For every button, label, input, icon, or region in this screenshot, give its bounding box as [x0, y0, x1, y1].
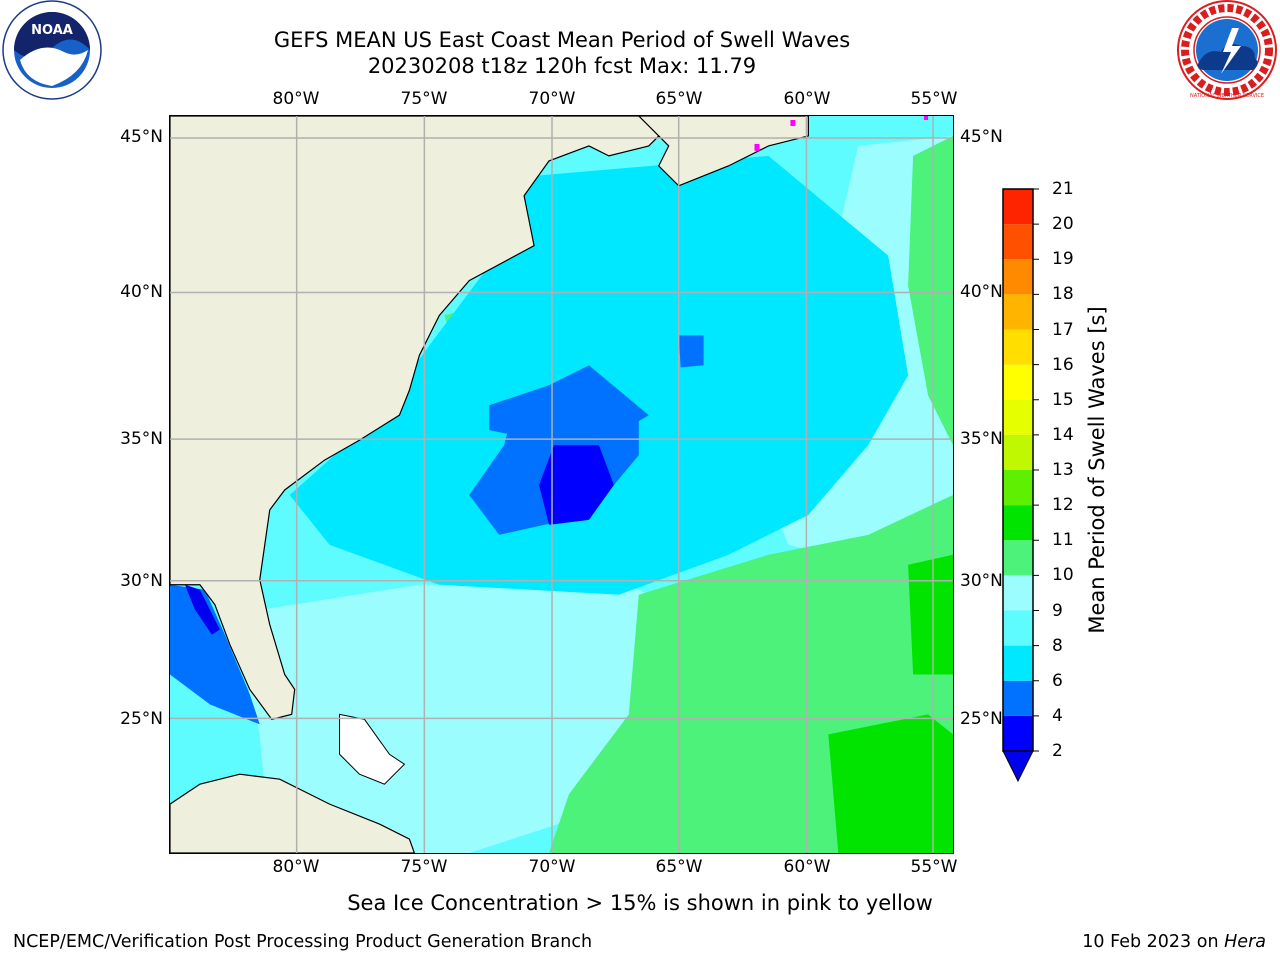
colorbar-label-4: 4	[1052, 706, 1063, 726]
colorbar-label-20: 20	[1052, 214, 1074, 234]
colorbar-segment	[1003, 259, 1033, 294]
colorbar-segment	[1003, 611, 1033, 646]
colorbar-segment	[1003, 189, 1033, 224]
swell-10-11s-southeast	[828, 714, 953, 853]
top-lon-label-55w: 55°W	[911, 89, 958, 109]
colorbar-label-21: 21	[1052, 179, 1074, 199]
noaa-logo-text: NOAA	[31, 23, 73, 38]
colorbar	[1003, 189, 1033, 781]
colorbar-segment	[1003, 224, 1033, 259]
colorbar-label-15: 15	[1052, 390, 1074, 410]
swell-period-map	[169, 115, 954, 854]
left-lat-label-45n: 45°N	[120, 127, 163, 147]
left-lat-label-30n: 30°N	[120, 571, 163, 591]
nws-logo: NATIONAL WEATHER SERVICE	[1177, 0, 1278, 101]
colorbar-label-2: 2	[1052, 741, 1063, 761]
right-lat-label-30n: 30°N	[960, 571, 1003, 591]
colorbar-segment	[1003, 681, 1033, 716]
colorbar-segment	[1003, 400, 1033, 435]
colorbar-segment	[1003, 330, 1033, 365]
top-lon-label-80w: 80°W	[273, 89, 320, 109]
top-lon-label-70w: 70°W	[529, 89, 576, 109]
footer-host: Hera	[1224, 932, 1266, 952]
sea-ice-note: Sea Ice Concentration > 15% is shown in …	[170, 891, 1110, 915]
sea-ice-marker	[755, 144, 760, 151]
colorbar-label-14: 14	[1052, 425, 1074, 445]
top-lon-label-60w: 60°W	[784, 89, 831, 109]
left-lat-label-25n: 25°N	[120, 709, 163, 729]
footer-date-text: 10 Feb 2023 on	[1082, 932, 1218, 952]
map-title-line-2: 20230208 t18z 120h fcst Max: 11.79	[170, 53, 954, 79]
top-lon-label-65w: 65°W	[656, 89, 703, 109]
swell-2-4s-patch	[679, 335, 704, 367]
sea-ice-marker	[924, 116, 928, 120]
colorbar-label-8: 8	[1052, 636, 1063, 656]
sea-ice-marker	[790, 120, 795, 126]
left-lat-label-40n: 40°N	[120, 282, 163, 302]
colorbar-label-18: 18	[1052, 284, 1074, 304]
colorbar-segment	[1003, 365, 1033, 400]
colorbar-segment	[1003, 435, 1033, 470]
colorbar-segment	[1003, 505, 1033, 540]
bottom-lon-label-60w: 60°W	[784, 857, 831, 877]
bottom-lon-label-80w: 80°W	[273, 857, 320, 877]
colorbar-segment	[1003, 646, 1033, 681]
nws-logo-text: NATIONAL WEATHER SERVICE	[1190, 93, 1264, 99]
colorbar-label-9: 9	[1052, 601, 1063, 621]
left-lat-label-35n: 35°N	[120, 429, 163, 449]
noaa-logo: NOAA	[2, 0, 102, 100]
footer-date: 10 Feb 2023 on Hera	[1082, 932, 1266, 952]
colorbar-segment	[1003, 575, 1033, 610]
right-lat-label-25n: 25°N	[960, 709, 1003, 729]
colorbar-segment	[1003, 540, 1033, 575]
colorbar-segment	[1003, 470, 1033, 505]
bottom-lon-label-65w: 65°W	[656, 857, 703, 877]
colorbar-label-16: 16	[1052, 355, 1074, 375]
colorbar-label-6: 6	[1052, 671, 1063, 691]
colorbar-label-10: 10	[1052, 565, 1074, 585]
footer-credit: NCEP/EMC/Verification Post Processing Pr…	[13, 932, 592, 952]
map-title-line-1: GEFS MEAN US East Coast Mean Period of S…	[170, 27, 954, 53]
colorbar-under-triangle	[1003, 751, 1033, 781]
top-lon-label-75w: 75°W	[401, 89, 448, 109]
bottom-lon-label-55w: 55°W	[911, 857, 958, 877]
colorbar-label-17: 17	[1052, 320, 1074, 340]
colorbar-label-13: 13	[1052, 460, 1074, 480]
right-lat-label-35n: 35°N	[960, 429, 1003, 449]
colorbar-label-19: 19	[1052, 249, 1074, 269]
right-lat-label-40n: 40°N	[960, 282, 1003, 302]
colorbar-label-12: 12	[1052, 495, 1074, 515]
bottom-lon-label-75w: 75°W	[401, 857, 448, 877]
colorbar-segment	[1003, 716, 1033, 751]
colorbar-segment	[1003, 294, 1033, 329]
right-lat-label-45n: 45°N	[960, 127, 1003, 147]
colorbar-label-11: 11	[1052, 530, 1074, 550]
colorbar-title: Mean Period of Swell Waves [s]	[1085, 306, 1109, 633]
swell-10-11s-east	[908, 555, 953, 675]
bottom-lon-label-70w: 70°W	[529, 857, 576, 877]
